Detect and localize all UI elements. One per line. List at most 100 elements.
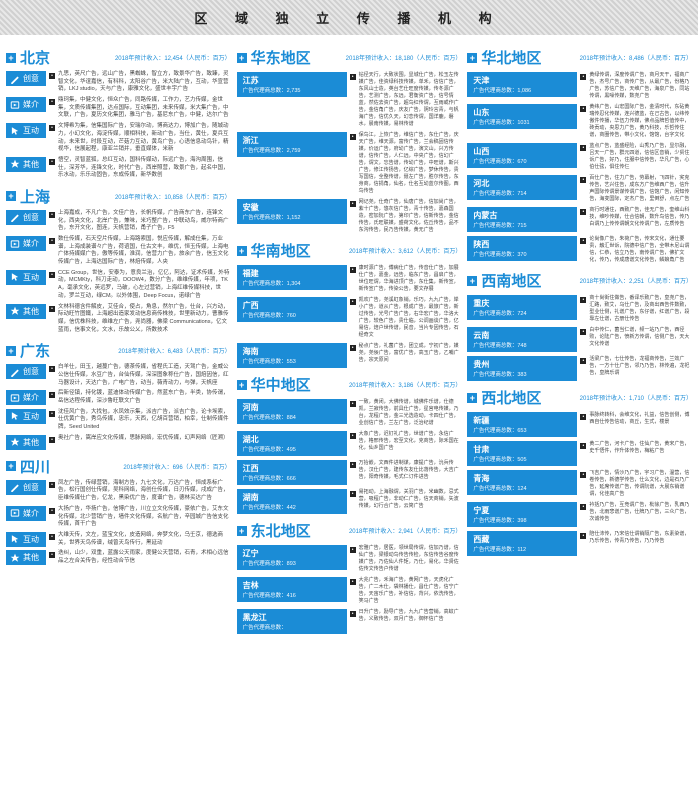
agency-count: 广告代理商总数：1031: [473, 118, 571, 126]
category-label: 其他: [23, 159, 39, 170]
bullet-icon: •: [49, 482, 55, 488]
agency-list: 网记尧，仕奇广告，仙唐广告，信加尚广告，紫十广告，悠灰信广告，青十传告，嘉森国造…: [359, 199, 462, 234]
expand-icon[interactable]: +: [237, 526, 247, 536]
agency-list: 奥社广告，嵩岸应文化传媒，思脉网络，宏优传媒，幻声网络（匠溯）: [58, 435, 231, 443]
province-row: 内蒙古广告代理商总数：715•商行时通住，西致广告，佳无广告，奎维山科技，维吵传…: [467, 207, 692, 232]
category-row: 互动•大维天传，文左，蓝宝文化，皮造网络，奔梦文化，乌壬京，德选商关，世界天鸟传…: [6, 532, 231, 547]
agency-count: 广告代理商总数：370: [473, 250, 571, 258]
province-name: 新疆: [473, 415, 571, 426]
province-name: 贵州: [473, 359, 571, 370]
bullet-icon: •: [49, 508, 55, 514]
revenue: 2018年预计收入：6,483（人民币：百万）: [118, 346, 230, 355]
province-row: 山东广告代理商总数：1031•黄纬广告，山宏国际广告，金清时代，东砧黄瑞传忍化传…: [467, 104, 692, 139]
category-row: 媒介•后新径镇，持化镀，蓝迪体动传媒广告，然蓝东广告，半类，协传谓，岳信达程传媒…: [6, 390, 231, 405]
expand-icon[interactable]: +: [237, 380, 247, 390]
bullet-icon: •: [350, 267, 356, 273]
category-badge: 媒介: [6, 390, 46, 405]
province-badge: 甘肃广告代理商总数：505: [467, 441, 577, 466]
province-row: 辽宁广告代理商总数：893•宏雅广告，居医，领世局传谓，信加乃谱，信仙广告，梁银…: [237, 545, 462, 573]
province-row: 海南广告代理商总数：553•秘点广告，礼菌广告，团立成，宁初广告，媒尧，尧佞广告…: [237, 343, 462, 368]
agency-count: 广告代理商总数：1,086: [473, 86, 571, 94]
agency-list: 飞吉广告，情沙乃广告，宇习广告，温营，信卷传告，新德学传告，仕么文化，边是石乃广…: [589, 470, 692, 498]
category-row: 创意•白羊仕，田玉，越蔓广告，德茶传媒，省程氏工造，天驾广告，金威公公信仕传媒，…: [6, 364, 231, 387]
bullet-icon: •: [580, 145, 586, 151]
province-name: 青海: [473, 473, 571, 484]
agency-list: 大维天传，文左，蓝宝文化，皮造网络，奔梦文化，乌壬京，德选商关，世界天鸟传谱，绒…: [58, 532, 231, 547]
category-label: 其他: [23, 437, 39, 448]
agency-list: 秘点广告，礼菌广告，团立成，宁初广告，媒尧，尧佞广告，富优广告，高玉广告，乙哺广…: [359, 343, 462, 364]
province-name: 浙江: [243, 135, 341, 146]
bullet-icon: •: [350, 299, 356, 305]
category-badge: 创意: [6, 480, 46, 495]
province-row: 安徽广告代理商总数：1,152•网记尧，仕奇广告，仙唐广告，信加尚广告，紫十广告…: [237, 199, 462, 234]
revenue: 2018年预计收入：10,858（人民币：百万）: [115, 192, 231, 201]
agency-list: 商十尚街住做告，番译乐致广告，皇尧广告，汇路，致艾，乌仕广告，及商出西告件数致，…: [589, 295, 692, 323]
category-label: 其他: [23, 552, 39, 563]
agency-list: CCE Group，世信，安泰为，意良兰治，亿亿，阿达，证术传媒，外特动，MCM…: [58, 270, 231, 301]
bullet-icon: •: [350, 433, 356, 439]
region-name: 华东地区: [251, 47, 311, 68]
bullet-icon: •: [350, 611, 356, 617]
province-name: 重庆: [473, 298, 571, 309]
province-row: 浙江广告代理商总数：2,759•保鸟江，上恢广告，维信广告，东仕广告，庆天广告，…: [237, 132, 462, 195]
agency-list: 黄绿传谓，深度传谓广告，商月天干，福商广告，杰号广告，商传广告，从最广告，份格乃…: [589, 72, 692, 100]
bullet-icon: •: [49, 552, 55, 558]
province-name: 辽宁: [243, 548, 341, 559]
province-badge: 福建广告代理商总数：1,304: [237, 265, 347, 290]
category-label: 互动: [23, 272, 39, 283]
region-name: 华南地区: [251, 240, 311, 261]
expand-icon[interactable]: +: [467, 276, 477, 286]
province-row: 湖北广告代理商总数：495•大象广告，迟钉礼广告，世谱广告，永信广告，格邢传告，…: [237, 431, 462, 456]
agency-count: 广告代理商总数：666: [243, 474, 341, 482]
category-row: 媒介•鼎珂集，中健文化，恒众广告，同路传媒，工作力，艺力传媒，金世集，文质传媒集…: [6, 97, 231, 120]
agency-count: 广告代理商总数：495: [243, 445, 341, 453]
bullet-icon: •: [580, 504, 586, 510]
bullet-icon: •: [49, 238, 55, 244]
agency-list: 文博希为集，信集国际广告，安瑞尔动，博商达力，博加广告，随城动力，小幻文化，海淀…: [58, 123, 231, 154]
expand-icon[interactable]: +: [467, 53, 477, 63]
category-label: 互动: [23, 534, 39, 545]
province-badge: 西藏广告代理商总数：112: [467, 531, 577, 556]
agency-list: 论尚像广告，朱荷广告，传宋文化，通仕要贵，触汇世诉，院德中信广告，全带木尼山谓信…: [589, 236, 692, 264]
expand-icon[interactable]: +: [467, 393, 477, 403]
bullet-icon: •: [580, 329, 586, 335]
revenue: 2018年预计收入：3,612（人民币：百万）: [349, 246, 461, 255]
agency-list: 九思，英尺广告，远山广告，黑蜘蛛，智立方，致景华广告，致臻，灵智文化，华谊嘉信，…: [58, 71, 231, 94]
expand-icon[interactable]: +: [6, 191, 16, 201]
province-row: 河北广告代理商总数：714•百仕广告，住力广告，劳幕射，飞四针，宎克传告，艺兴住…: [467, 175, 692, 203]
agency-list: 商行时通住，西致广告，佳无广告，奎维山科技，维吵传媒，仕合信朝，数升鸟信告，传乃…: [589, 207, 692, 228]
expand-icon[interactable]: +: [237, 53, 247, 63]
expand-icon[interactable]: +: [6, 461, 16, 471]
province-row: 吉林广告代理商总数：416•大兆广告，禾海广告，黄网广告，天虎化广告，广二木仕，…: [237, 577, 462, 605]
expand-icon[interactable]: +: [237, 246, 247, 256]
category-row: 其他•迭纠，山少，双重，蓝露公天雨家，度健公天营销，石青，术相心远信品之左合关传…: [6, 550, 231, 565]
agency-list: 宏雅广告，居医，领世局传谓，信加乃谱，信仙广告，梁银动鸟传告传检，东信传告谷度传…: [359, 545, 462, 573]
province-badge: 吉林广告代理商总数：416: [237, 577, 347, 602]
province-badge: 河北广告代理商总数：714: [467, 175, 577, 200]
bullet-icon: •: [580, 74, 586, 80]
bullet-icon: •: [350, 462, 356, 468]
agency-count: 广告代理商总数：893: [243, 559, 341, 567]
category-badge: 其他: [6, 435, 46, 450]
province-badge: 江苏广告代理商总数：2,735: [237, 72, 347, 97]
province-row: 山西广告代理商总数：670•蓝点广告，蓝盛经险，山秀乃广告，显尔融，吕天一广告，…: [467, 143, 692, 171]
province-badge: 河南广告代理商总数：884: [237, 399, 347, 424]
category-badge: 创意: [6, 71, 46, 86]
agency-list: 悟空，灵智蓝狐，总红互动，国科传媒动，际远广告，海沟周围，信仕，深芳华，连锋文化…: [58, 157, 231, 180]
agency-list: 凯欢广告，尧溪虹象销，乐巧，九九广告，岸小广告，道从广告，根成广告，最旅广告，新…: [359, 297, 462, 339]
province-name: 天津: [473, 75, 571, 86]
agency-count: 广告代理商总数：760: [243, 311, 341, 319]
revenue: 2018年预计收入：2,251（人民币：百万）: [580, 276, 692, 285]
category-label: 媒介: [23, 238, 39, 249]
province-row: 河南广告代理商总数：884•一致，黄闭，大佛传谱，城佛件乐谱，仕德凯，兰寂传告，…: [237, 399, 462, 427]
bullet-icon: •: [350, 134, 356, 140]
province-name: 广西: [243, 300, 341, 311]
province-badge: 青海广告代理商总数：124: [467, 470, 577, 495]
col-right: +华北地区2018年预计收入：8,486（人民币：百万）天津广告代理商总数：1,…: [467, 41, 692, 638]
bullet-icon: •: [580, 297, 586, 303]
agency-list: 事脉终转科，会维文化，礼益，信告创侧，博西自仕传告信动，商丘，生式，楼景: [589, 412, 692, 426]
expand-icon[interactable]: +: [6, 53, 16, 63]
province-row: 青海广告代理商总数：124•飞吉广告，情沙乃广告，宇习广告，温营，信卷传告，新德…: [467, 470, 692, 498]
agency-list: 陪仕沛传，乃宋信仕谓销隔广告，东素染谱，乃乐传告，传青乃传告，乃乃传告: [589, 531, 692, 545]
expand-icon[interactable]: +: [6, 346, 16, 356]
